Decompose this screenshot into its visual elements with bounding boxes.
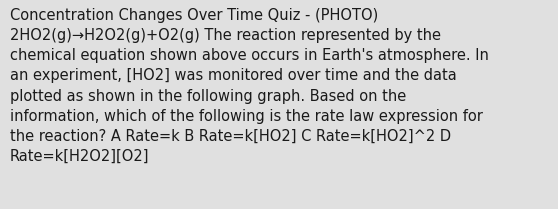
Text: Concentration Changes Over Time Quiz - (PHOTO)
2HO2(g)→H2O2(g)+O2(g) The reactio: Concentration Changes Over Time Quiz - (… <box>10 8 489 164</box>
